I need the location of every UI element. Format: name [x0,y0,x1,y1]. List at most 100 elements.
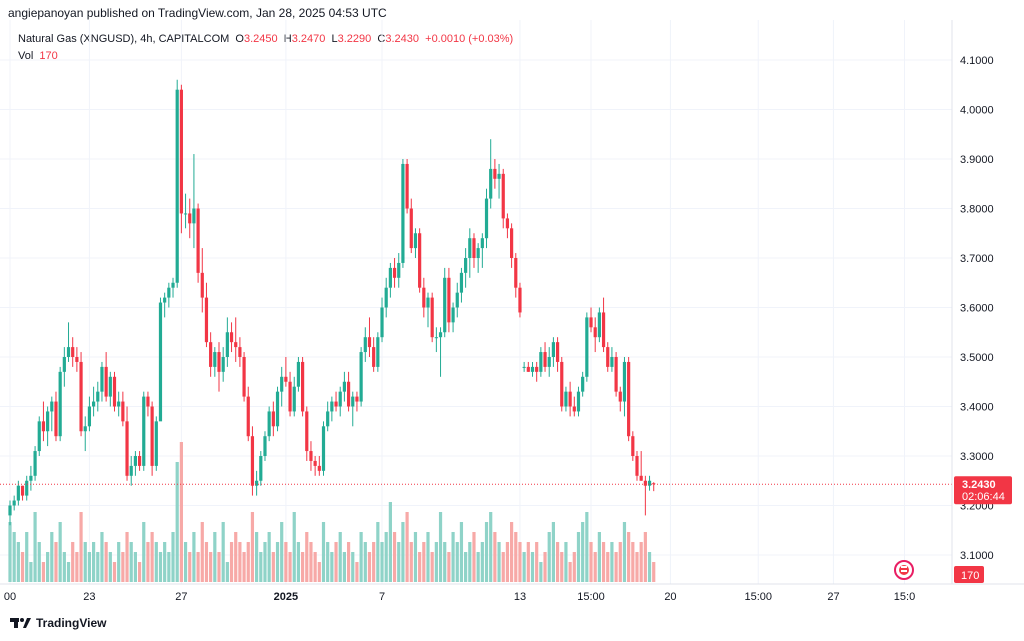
candle-body [29,475,33,481]
volume-bar [275,542,280,582]
candle-body [284,376,288,382]
volume-bar [380,542,384,582]
volume-bar [192,532,196,582]
candle-body [75,357,79,362]
candle-body [351,396,355,407]
volume-bar [564,542,568,582]
volume-bar [225,562,229,582]
volume-bar [601,542,606,582]
volume-bar [259,552,263,582]
candle-body [163,297,167,303]
y-tick-label: 4.1000 [960,55,994,67]
volume-bar [288,552,292,582]
volume-bar [108,552,112,582]
candle-body [58,371,62,437]
candle-body [334,401,338,407]
footer[interactable]: TradingView [10,616,106,630]
candle-body [175,89,179,283]
x-tick-label: 13 [514,591,526,603]
candle-body [20,485,25,496]
candle-body [489,168,493,199]
candle-body [137,456,142,466]
candle-body [117,401,121,407]
candle-body [96,391,100,402]
event-flag-icon[interactable] [894,560,914,580]
candle-body [188,213,192,224]
x-tick-label: 27 [827,591,839,603]
volume-bar [438,512,443,582]
candle-body [438,332,443,338]
volume-bar [501,552,505,582]
open-value: 3.2450 [243,33,278,45]
candle-body [505,218,510,229]
candle-body [555,342,560,362]
volume-bar [20,552,25,582]
volume-bar [167,552,171,582]
candle-body [238,347,242,357]
candle-body [401,163,405,263]
volume-bar [401,522,405,582]
x-tick-label: 15:00 [577,591,605,603]
open-label: O [235,33,244,45]
candle-body [627,361,631,437]
volume-bar [217,552,221,582]
volume-bar [639,542,643,582]
candle-body [593,327,597,338]
candle-body [288,381,292,412]
candle-body [292,386,296,412]
candle-body [346,381,351,407]
volume-bar [547,532,551,582]
grid [0,20,952,584]
candle-body [280,376,284,392]
volume-bar [188,552,192,582]
candle-body [242,357,246,397]
candle-body [652,483,656,485]
candle-body [610,357,614,367]
volume-bar [196,552,200,582]
volume-bar [493,532,497,582]
volume-bar [301,552,305,582]
volume-bar [267,532,271,582]
candle-body [196,208,200,273]
y-tick-label: 3.4000 [960,402,994,414]
candle-body [355,396,359,402]
candle-body [388,267,392,288]
candle-body [104,366,108,397]
volume-bar [246,542,250,582]
candle-body [250,436,255,486]
volume-bar [280,522,284,582]
x-tick-label: 2025 [274,591,298,603]
volume-bar [71,542,75,582]
x-tick-label: 20 [664,591,676,603]
candle-body [647,480,652,486]
candle-body [309,451,313,461]
change-value: +0.0010 (+0.03%) [425,33,514,45]
candle-body [422,287,426,308]
symbol-name[interactable]: Natural Gas (XNGUSD), 4h, CAPITALCOM [18,33,230,45]
high-label: H [283,33,292,45]
volume-bar [41,562,46,582]
volume-bar [100,532,104,582]
volume-bar [137,562,142,582]
volume-bar [62,552,66,582]
candle-body [409,208,413,249]
candle-body [606,347,610,367]
candle-body [8,505,12,516]
volume-bar [8,522,12,582]
volume-bar [367,552,372,582]
y-tick-label: 4.0000 [960,105,994,117]
volume-bar [46,552,50,582]
volume-bar [104,542,108,582]
volume-bar [647,552,652,582]
candle-body [459,272,464,293]
volume-bar [597,532,601,582]
candle-body [639,475,643,481]
candle-body [543,352,547,367]
candle-body [581,376,585,392]
volume-bar [610,542,614,582]
volume-bar [142,522,146,582]
candle-body [108,376,112,397]
volume-bar [518,542,522,582]
volume-bar [125,532,129,582]
